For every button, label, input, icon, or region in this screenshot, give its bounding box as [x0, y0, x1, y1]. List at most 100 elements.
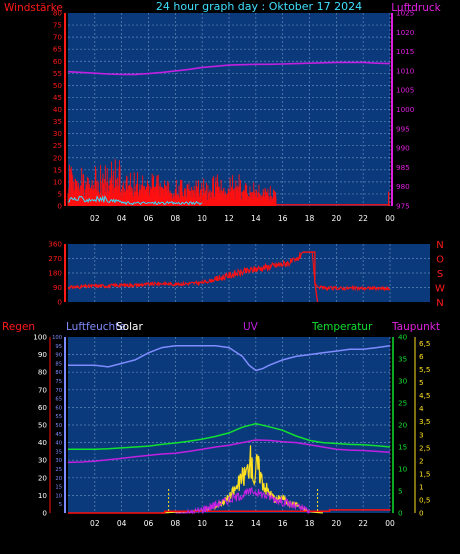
hour-tick-label: 14 — [251, 214, 261, 223]
pressure-tick-label: 1000 — [396, 105, 415, 114]
hour-tick-label: 22 — [358, 519, 368, 528]
dewpoint-tick-label: 2,5 — [419, 443, 430, 452]
humidity-tick-label: 55 — [55, 414, 62, 420]
wind-tick-label: 80 — [53, 9, 63, 18]
hour-tick-label: 16 — [278, 214, 288, 223]
dewpoint-tick-label: 6 — [419, 352, 424, 361]
humidity-tick-label: 35 — [55, 449, 62, 455]
humidity-tick-label: 100 — [52, 335, 62, 341]
temperature-tick-label: 15 — [398, 443, 407, 452]
wind-tick-label: 30 — [53, 129, 63, 138]
temperature-tick-label: 30 — [398, 377, 408, 386]
hour-tick-label: 20 — [332, 214, 342, 223]
dewpoint-tick-label: 5,5 — [419, 365, 430, 374]
rain-tick-label: 70 — [38, 385, 48, 394]
direction-tick-label: 0 — [57, 298, 62, 307]
rain-tick-label: 0 — [42, 509, 47, 518]
wind-tick-label: 75 — [53, 21, 62, 30]
hour-tick-label: 16 — [278, 519, 288, 528]
wind-tick-label: 60 — [53, 57, 63, 66]
axes: 0510152025303540455055606570758097598098… — [33, 9, 445, 529]
hour-tick-label: 08 — [171, 519, 181, 528]
humidity-tick-label: 90 — [55, 353, 62, 359]
hour-tick-label: 12 — [224, 519, 234, 528]
wind-tick-label: 50 — [53, 81, 63, 90]
temperature-tick-label: 20 — [398, 421, 408, 430]
humidity-tick-label: 15 — [55, 485, 62, 491]
hour-tick-label: 10 — [197, 214, 207, 223]
humidity-tick-label: 95 — [55, 344, 62, 350]
temperature-tick-label: 40 — [398, 333, 408, 342]
hour-tick-label: 18 — [305, 519, 315, 528]
hour-tick-label: 10 — [197, 519, 207, 528]
wind-tick-label: 65 — [53, 45, 62, 54]
dewpoint-tick-label: 3,5 — [419, 417, 430, 426]
hour-tick-label: 06 — [144, 519, 154, 528]
rain-tick-label: 100 — [33, 333, 47, 342]
series-temperatur — [68, 422, 391, 450]
wind-tick-label: 55 — [53, 69, 62, 78]
dewpoint-tick-label: 5 — [419, 378, 424, 387]
humidity-tick-label: 70 — [55, 388, 62, 394]
rain-tick-label: 60 — [38, 403, 48, 412]
series-luftfeuchte — [68, 345, 391, 372]
pressure-tick-label: 975 — [396, 202, 410, 211]
wind-tick-label: 45 — [53, 93, 62, 102]
pressure-axis-title: Luftdruck — [391, 2, 441, 14]
rain-tick-label: 20 — [38, 473, 48, 482]
wind-tick-label: 15 — [53, 165, 62, 174]
wind-tick-label: 25 — [53, 141, 62, 150]
dewpoint-tick-label: 3 — [419, 430, 424, 439]
pressure-tick-label: 1005 — [396, 86, 414, 95]
dewpoint-axis-title: Taupunkt — [391, 321, 440, 333]
humidity-tick-label: 80 — [55, 370, 62, 376]
rain-tick-label: 90 — [38, 350, 48, 359]
rain-axis-title: Regen — [2, 321, 35, 333]
wind-tick-label: 35 — [53, 117, 62, 126]
pressure-tick-label: 985 — [396, 163, 410, 172]
dewpoint-tick-label: 0 — [419, 509, 424, 518]
direction-tick-label: 360 — [48, 240, 62, 249]
dewpoint-tick-label: 1,5 — [419, 469, 430, 478]
humidity-tick-label: 50 — [55, 423, 62, 429]
humidity-tick-label: 65 — [55, 397, 62, 403]
compass-label: N — [436, 240, 443, 251]
temperature-tick-label: 5 — [398, 487, 403, 496]
wind-tick-label: 10 — [53, 177, 63, 186]
uv-title: UV — [243, 321, 259, 333]
humidity-tick-label: 10 — [55, 493, 62, 499]
humidity-axis-title: Luftfeuchte — [66, 321, 126, 333]
page-title: 24 hour graph day : Oktober 17 2024 — [156, 0, 362, 13]
hour-tick-label: 14 — [251, 519, 261, 528]
wind-gust-series — [67, 195, 203, 206]
rain-tick-label: 10 — [38, 491, 48, 500]
rain-tick-label: 40 — [38, 438, 48, 447]
rain-tick-label: 30 — [38, 456, 48, 465]
direction-tick-label: 90 — [53, 283, 63, 292]
wind-direction-series — [67, 251, 391, 292]
humidity-tick-label: 60 — [55, 405, 62, 411]
temperature-tick-label: 25 — [398, 399, 407, 408]
hour-tick-label: 00 — [385, 519, 395, 528]
hour-tick-label: 04 — [117, 214, 127, 223]
wind-tick-label: 5 — [57, 189, 62, 198]
wind-tick-label: 70 — [53, 33, 63, 42]
hour-tick-label: 12 — [224, 214, 234, 223]
dewpoint-tick-label: 4 — [419, 404, 424, 413]
wind-tick-label: 0 — [57, 202, 62, 211]
compass-label: S — [437, 269, 443, 280]
direction-tick-label: 270 — [48, 254, 62, 263]
hour-tick-label: 06 — [144, 214, 154, 223]
hour-tick-label: 08 — [171, 214, 181, 223]
hour-tick-label: 00 — [385, 214, 395, 223]
pressure-tick-label: 990 — [396, 144, 410, 153]
temperature-tick-label: 0 — [398, 509, 403, 518]
solar-title: Solar — [116, 321, 143, 333]
dewpoint-tick-label: 6,5 — [419, 339, 430, 348]
humidity-tick-label: 40 — [55, 441, 62, 447]
wind-axis-title: Windstärke — [4, 2, 63, 14]
hour-tick-label: 04 — [117, 519, 127, 528]
humidity-tick-label: 45 — [55, 432, 62, 438]
hour-tick-label: 22 — [358, 214, 368, 223]
